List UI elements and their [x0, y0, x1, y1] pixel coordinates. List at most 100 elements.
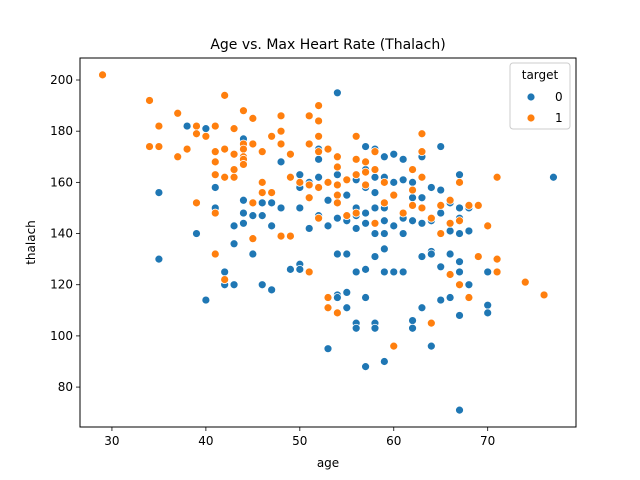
data-point-target-0: [379, 229, 389, 238]
data-point-target-0: [332, 249, 342, 259]
data-point-target-0: [370, 172, 380, 182]
data-point-target-1: [210, 170, 220, 180]
data-point-target-1: [464, 293, 474, 302]
data-point-target-0: [398, 154, 408, 164]
data-point-target-1: [145, 142, 154, 151]
data-point-target-0: [267, 198, 277, 208]
data-point-target-0: [379, 267, 389, 277]
data-point-target-1: [210, 208, 220, 218]
data-point-target-1: [276, 111, 286, 121]
data-point-target-1: [220, 275, 230, 285]
data-point-target-1: [332, 162, 342, 172]
data-point-target-1: [220, 172, 230, 182]
data-point-target-0: [370, 229, 380, 238]
data-point-target-1: [473, 200, 483, 210]
data-point-target-1: [304, 111, 314, 121]
x-tick-label: 30: [104, 434, 119, 448]
data-point-target-1: [314, 213, 324, 223]
data-point-target-1: [304, 267, 314, 277]
data-point-target-0: [323, 195, 333, 205]
data-point-target-0: [445, 226, 455, 236]
data-point-target-1: [304, 193, 314, 203]
data-point-target-1: [492, 267, 502, 277]
chart-title: Age vs. Max Heart Rate (Thalach): [210, 37, 445, 53]
data-point-target-1: [304, 139, 314, 149]
data-point-target-1: [473, 252, 483, 261]
data-point-target-0: [389, 177, 399, 187]
data-point-target-0: [304, 224, 314, 233]
data-point-target-1: [445, 218, 455, 228]
data-point-target-1: [520, 277, 530, 287]
data-point-target-0: [389, 267, 399, 277]
data-point-target-0: [201, 124, 211, 134]
data-point-target-0: [276, 157, 286, 167]
data-point-target-1: [361, 167, 370, 177]
data-point-target-1: [492, 172, 502, 182]
data-point-target-0: [455, 257, 464, 267]
data-point-target-1: [286, 231, 295, 241]
data-point-target-1: [286, 172, 295, 182]
data-point-target-1: [210, 147, 220, 157]
data-point-target-1: [389, 341, 399, 351]
data-point-target-1: [436, 200, 446, 210]
data-point-target-1: [304, 180, 314, 190]
data-point-target-1: [417, 129, 427, 139]
y-axis: 80 100 120 140 160 180 200: [50, 73, 80, 394]
data-point-target-1: [389, 190, 399, 200]
data-point-target-0: [464, 226, 474, 236]
data-point-target-1: [323, 177, 333, 187]
data-point-target-0: [417, 303, 427, 313]
data-point-target-0: [408, 193, 417, 203]
x-axis: 30 40 50 60 70: [104, 427, 495, 448]
data-point-target-0: [464, 280, 474, 290]
data-point-target-0: [295, 203, 305, 213]
data-point-target-1: [192, 121, 201, 131]
data-point-target-0: [154, 188, 164, 198]
y-tick-label: 180: [50, 124, 73, 138]
data-point-target-0: [154, 254, 164, 264]
data-point-target-1: [398, 208, 408, 218]
data-point-target-1: [342, 211, 352, 221]
data-point-target-1: [154, 142, 164, 151]
data-point-target-0: [483, 267, 493, 277]
data-point-target-0: [436, 208, 446, 218]
data-point-target-1: [332, 198, 342, 208]
data-point-target-0: [239, 208, 248, 218]
legend-box: [509, 62, 571, 130]
data-point-target-1: [314, 116, 324, 126]
data-point-target-1: [248, 234, 258, 244]
data-point-target-0: [342, 287, 352, 297]
data-point-target-0: [436, 142, 446, 151]
data-point-target-1: [145, 96, 154, 105]
legend-marker-1: [526, 113, 536, 123]
data-point-target-1: [314, 147, 324, 157]
data-point-target-0: [314, 172, 324, 182]
data-point-target-1: [248, 198, 258, 208]
data-point-target-1: [229, 172, 239, 182]
data-point-target-0: [417, 193, 427, 203]
data-point-target-1: [351, 131, 361, 141]
data-point-target-0: [408, 177, 417, 187]
data-point-target-0: [379, 357, 389, 366]
data-point-target-1: [332, 308, 342, 318]
data-point-target-1: [332, 190, 342, 200]
data-point-target-0: [379, 216, 389, 226]
x-tick-label: 50: [292, 434, 307, 448]
legend-marker-0: [526, 92, 536, 102]
data-point-target-0: [549, 172, 558, 182]
data-point-target-0: [323, 344, 333, 354]
data-point-target-1: [239, 106, 248, 116]
data-point-target-1: [98, 70, 107, 80]
data-point-target-0: [408, 216, 417, 226]
data-point-target-1: [445, 195, 455, 205]
data-point-target-1: [323, 293, 333, 302]
data-point-target-1: [323, 303, 333, 313]
data-point-target-1: [492, 254, 502, 264]
y-tick-label: 140: [50, 227, 73, 241]
data-point-target-1: [539, 290, 549, 300]
data-point-target-1: [173, 108, 183, 118]
data-point-target-0: [295, 264, 305, 274]
data-point-target-0: [351, 224, 361, 233]
data-point-target-1: [295, 177, 305, 187]
data-point-target-1: [192, 198, 201, 208]
